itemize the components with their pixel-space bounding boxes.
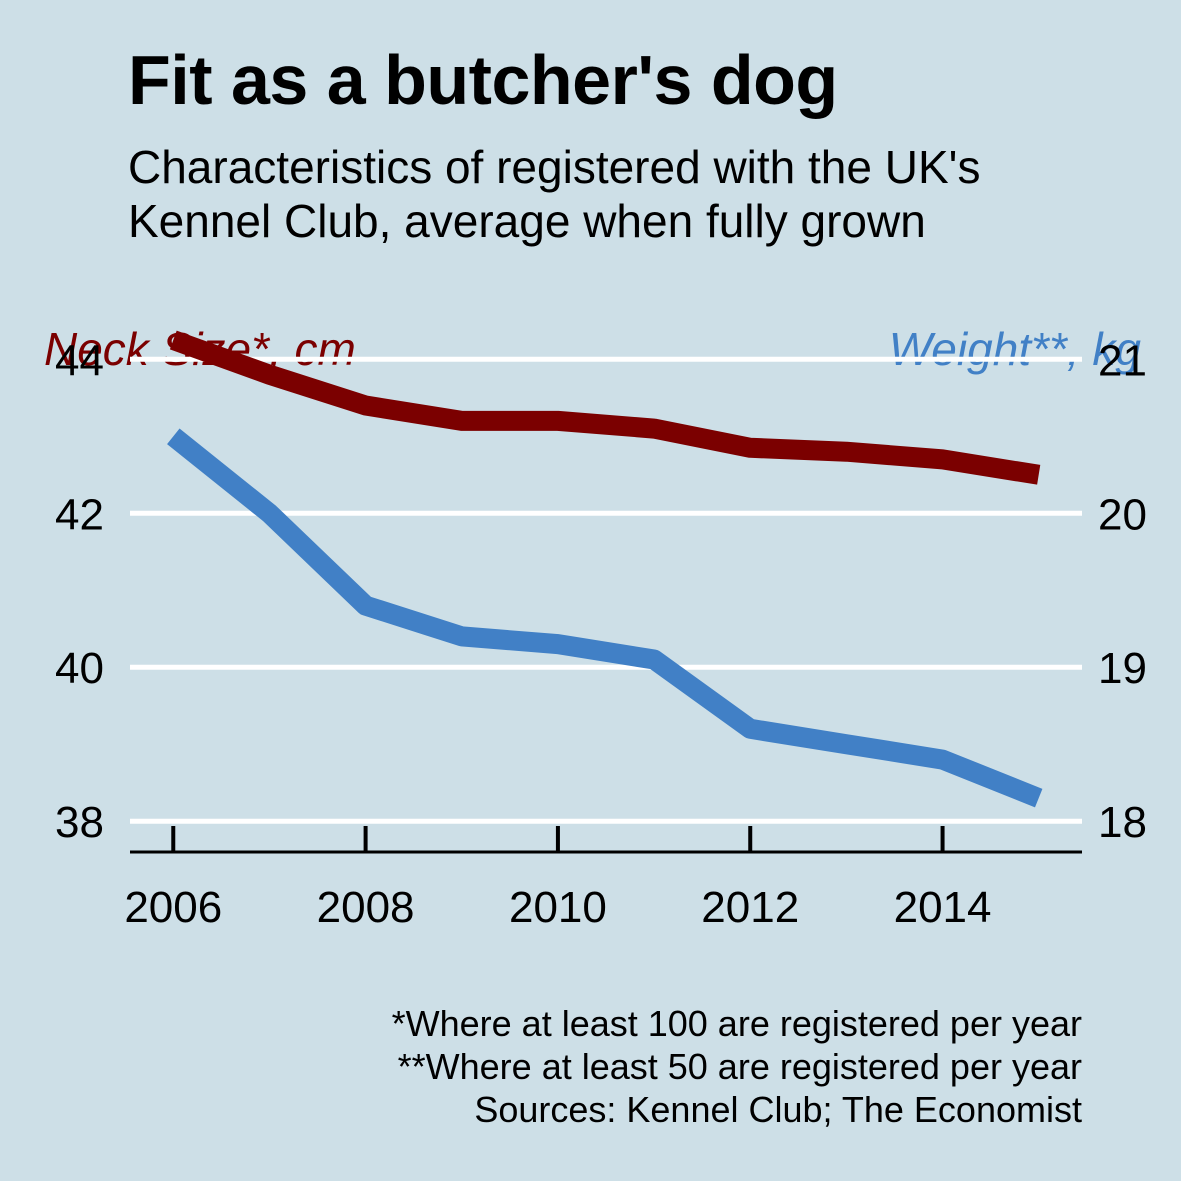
right-y-tick-label: 18 xyxy=(1098,798,1147,847)
left-y-tick-label: 40 xyxy=(55,644,104,693)
x-tick-label: 2014 xyxy=(894,883,992,932)
x-tick-label: 2012 xyxy=(701,883,799,932)
right-y-tick-label: 19 xyxy=(1098,644,1147,693)
footnotes: *Where at least 100 are registered per y… xyxy=(392,1002,1082,1131)
x-tick-label: 2010 xyxy=(509,883,607,932)
right-y-tick-label: 21 xyxy=(1098,336,1147,385)
right-y-tick-label: 20 xyxy=(1098,490,1147,539)
chart-title: Fit as a butcher's dog xyxy=(128,41,838,119)
right-axis-title: Weight**, kg xyxy=(888,323,1141,375)
x-tick-label: 2008 xyxy=(317,883,415,932)
footnote: *Where at least 100 are registered per y… xyxy=(391,1003,1082,1044)
weight-line xyxy=(167,428,1043,808)
tick-labels: 38 18 40 19 42 20 44 21 2006 2008 2010 2012 2014 xyxy=(55,336,1147,932)
left-y-tick-label: 44 xyxy=(55,336,104,385)
x-tick-label: 2006 xyxy=(124,883,222,932)
series-lines xyxy=(167,330,1043,808)
source-note: Sources: Kennel Club; The Economist xyxy=(474,1089,1082,1130)
x-axis xyxy=(130,826,1082,854)
gridlines xyxy=(130,356,1082,824)
subtitle-line: Kennel Club, average when fully grown xyxy=(128,195,926,247)
left-y-tick-label: 38 xyxy=(55,798,104,847)
footnote: **Where at least 50 are registered per y… xyxy=(397,1046,1082,1087)
chart-subtitle: Characteristics of registered with the U… xyxy=(128,140,980,248)
subtitle-line: Characteristics of registered with the U… xyxy=(128,141,981,193)
neck-size-line xyxy=(169,330,1041,485)
left-y-tick-label: 42 xyxy=(55,490,104,539)
